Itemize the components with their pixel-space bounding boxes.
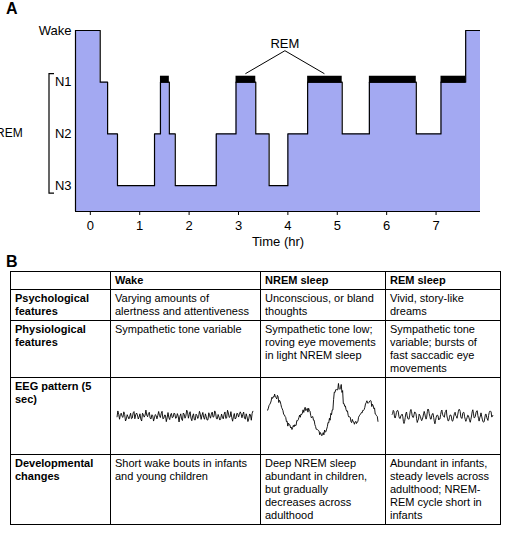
svg-text:Wake: Wake (39, 23, 72, 38)
html-text:Sympathetic tone variable: Sympathetic tone variable (115, 323, 242, 335)
html-text:Deep NREM sleep abundant in ch: Deep NREM sleep abundant in children, bu… (265, 457, 368, 521)
svg-text:0: 0 (87, 218, 94, 233)
html-text:Varying amounts of alertness a: Varying amounts of alertness and attenti… (115, 292, 249, 317)
svg-text:Time (hr): Time (hr) (252, 234, 304, 249)
html-text:Physiological features: Physiological features (15, 323, 86, 348)
svg-text:1: 1 (136, 218, 143, 233)
html-text:Wake: Wake (115, 274, 144, 286)
svg-text:NREM: NREM (0, 126, 23, 140)
svg-text:REM: REM (270, 36, 299, 51)
html-text:A: A (6, 0, 18, 17)
svg-text:2: 2 (185, 218, 192, 233)
svg-text:3: 3 (235, 218, 242, 233)
html-text:Abundant in infants, steady le: Abundant in infants, steady levels acros… (390, 457, 489, 521)
html-text:Sympathetic tone low; roving e: Sympathetic tone low; roving eye movemen… (265, 323, 376, 361)
html-text:B: B (6, 253, 18, 270)
svg-text:7: 7 (432, 218, 439, 233)
html-text:EEG pattern (5 sec): EEG pattern (5 sec) (15, 380, 92, 405)
html-text:Short wake bouts in infants an: Short wake bouts in infants and young ch… (115, 457, 248, 482)
html-text:NREM sleep: NREM sleep (265, 274, 329, 286)
svg-text:4: 4 (284, 218, 291, 233)
svg-text:5: 5 (334, 218, 341, 233)
svg-text:6: 6 (383, 218, 390, 233)
html-text:Unconscious, or bland thoughts: Unconscious, or bland thoughts (265, 292, 374, 317)
html-text:Sympathetic tone variable; bur: Sympathetic tone variable; bursts of fas… (390, 323, 477, 374)
html-text:Developmental changes: Developmental changes (15, 457, 94, 482)
svg-text:N2: N2 (55, 126, 72, 141)
html-text:REM sleep: REM sleep (390, 274, 446, 286)
html-text:Psychological features: Psychological features (15, 292, 89, 317)
svg-text:N3: N3 (55, 178, 72, 193)
html-text:Vivid, story-like dreams: Vivid, story-like dreams (390, 292, 464, 317)
svg-text:N1: N1 (55, 74, 72, 89)
